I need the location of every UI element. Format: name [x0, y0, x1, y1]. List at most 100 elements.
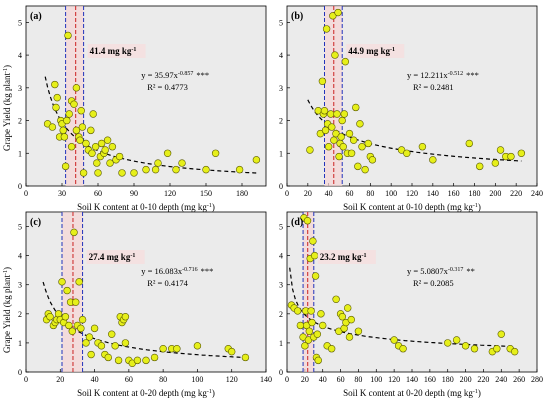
data-point	[46, 313, 54, 321]
y-axis-title-bottom: Grape Yield (kg plant-1)	[2, 267, 12, 353]
data-point	[87, 126, 95, 135]
threshold-label-sup: -1	[131, 47, 136, 53]
data-point	[65, 110, 73, 118]
y-tick-label: 0	[279, 182, 283, 191]
data-point	[72, 298, 80, 306]
x-tick-label: 0	[285, 189, 289, 198]
x-tick-label: 140	[427, 189, 439, 198]
data-point	[108, 143, 117, 151]
data-point	[108, 330, 116, 338]
x-tick-label: 200	[460, 375, 472, 384]
data-point	[334, 8, 342, 17]
data-point	[344, 304, 352, 312]
data-point	[354, 162, 362, 171]
x-axis-title-sup: -1	[207, 203, 212, 209]
y-tick-label: 3	[279, 281, 283, 290]
data-point	[321, 126, 330, 135]
x-tick-label: 100	[191, 375, 203, 384]
x-tick-label: 60	[94, 189, 102, 198]
threshold-label-sup: -1	[362, 253, 367, 259]
panel-label: (b)	[291, 11, 303, 22]
equation: y = 5.0807x-0.317 **	[407, 266, 475, 276]
plot-area	[25, 5, 267, 187]
equation-exponent: -0.857	[178, 71, 194, 77]
data-point	[316, 129, 325, 138]
x-tick-label: 120	[388, 375, 400, 384]
data-point	[341, 57, 350, 66]
data-point	[151, 165, 160, 174]
data-point	[154, 159, 162, 167]
y-tick-label: 0	[18, 368, 22, 377]
data-point	[163, 149, 172, 157]
x-tick-label: 120	[406, 189, 418, 198]
threshold-band	[303, 212, 314, 372]
x-tick-label: 120	[164, 189, 176, 198]
data-point	[307, 307, 315, 315]
fit-curve	[42, 281, 246, 359]
threshold-label-bg	[346, 44, 405, 58]
data-point	[397, 146, 406, 154]
panel-label: (a)	[30, 11, 42, 22]
x-tick-label: 140	[260, 375, 272, 384]
data-point	[63, 116, 71, 125]
data-point	[104, 353, 112, 362]
data-point	[491, 159, 500, 167]
threshold-label-bg	[86, 250, 145, 264]
equation-significance: ***	[466, 70, 479, 80]
equation-significance: ***	[201, 266, 214, 276]
x-axis-title-sup: -1	[473, 203, 478, 209]
data-point	[58, 278, 66, 286]
data-point	[314, 356, 322, 365]
data-point	[313, 330, 322, 338]
x-tick-label: 180	[442, 375, 454, 384]
x-tick-label: 280	[531, 375, 543, 384]
data-point	[318, 77, 327, 85]
data-point	[309, 237, 317, 245]
x-tick-label: 160	[424, 375, 436, 384]
data-point	[77, 107, 85, 115]
data-point	[349, 136, 358, 144]
x-tick-label: 150	[200, 189, 212, 198]
equation-exponent: -0.716	[182, 267, 198, 273]
x-tick-label: 60	[337, 375, 345, 384]
data-point	[60, 133, 69, 141]
r-squared: R² = 0.2481	[413, 82, 454, 92]
y-tick-label: 5	[279, 18, 283, 27]
data-point	[78, 315, 87, 324]
x-tick-label: 30	[58, 189, 66, 198]
x-tick-label: 200	[489, 189, 501, 198]
data-point	[403, 149, 411, 157]
data-point	[507, 152, 515, 161]
x-axis-title-tail: )	[478, 202, 481, 212]
x-axis-title-text: Soil K content at 0-20 depth (mg kg	[77, 388, 207, 398]
threshold-band	[62, 212, 83, 372]
data-point	[72, 126, 81, 135]
x-tick-label: 0	[24, 375, 28, 384]
fit-curve	[44, 76, 257, 174]
data-point	[332, 295, 340, 303]
threshold-label-sup: -1	[130, 253, 135, 259]
x-tick-label: 60	[125, 375, 133, 384]
threshold-label-sup: -1	[390, 47, 395, 53]
x-tick-label: 240	[531, 189, 543, 198]
fit-curve	[289, 267, 515, 348]
data-point	[87, 350, 95, 359]
threshold-label-bg	[87, 44, 146, 58]
x-tick-label: 0	[24, 189, 28, 198]
data-point	[339, 143, 347, 151]
y-tick-label: 1	[18, 339, 22, 348]
panel-label: (c)	[30, 217, 41, 228]
x-tick-label: 40	[91, 375, 99, 384]
x-axis-title-sup: -1	[207, 389, 212, 395]
y-tick-label: 3	[279, 84, 283, 93]
x-tick-label: 220	[477, 375, 489, 384]
data-point	[324, 143, 333, 151]
x-tick-label: 100	[385, 189, 397, 198]
data-point	[340, 110, 348, 118]
data-point	[65, 321, 73, 330]
data-point	[70, 228, 78, 237]
data-point	[76, 136, 84, 144]
data-point	[173, 345, 181, 353]
y-tick-label: 3	[18, 84, 22, 93]
